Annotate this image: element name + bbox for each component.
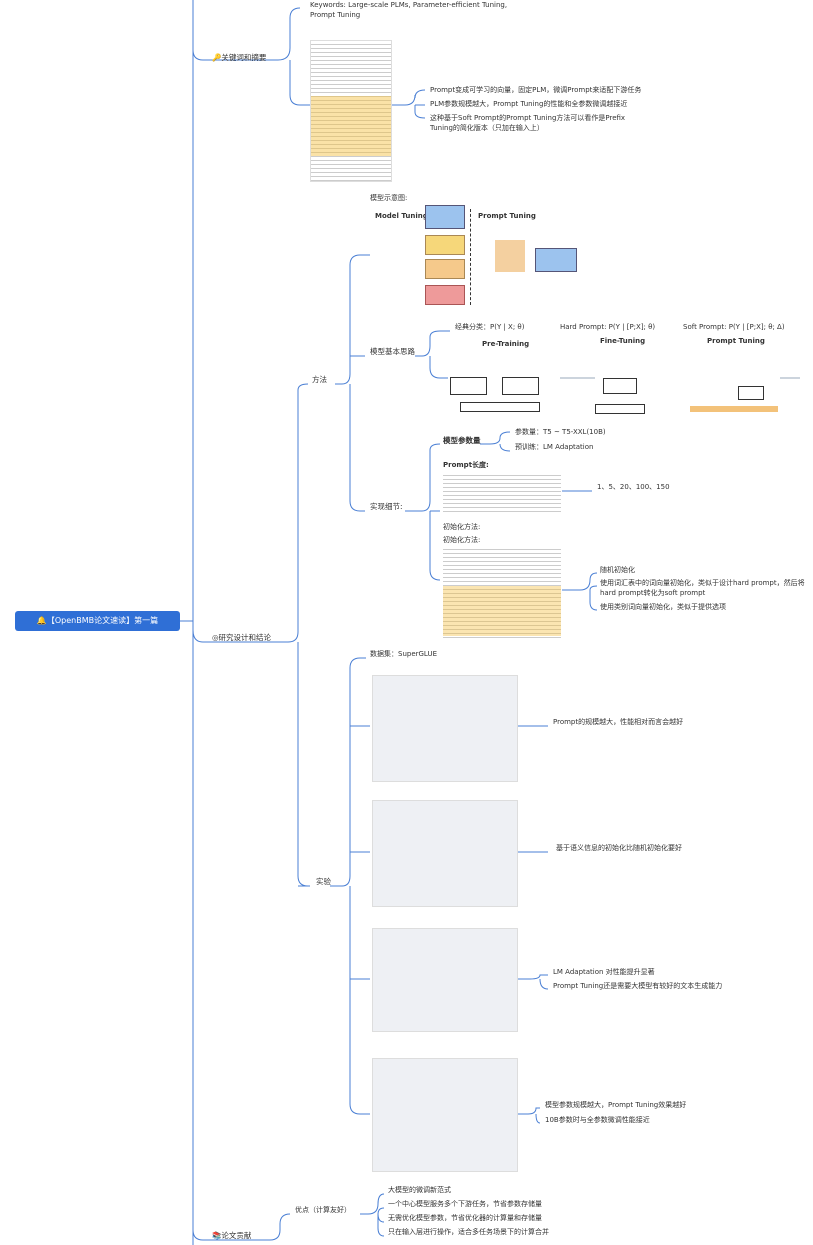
formula: Hard Prompt: P(Y | [P;X]; θ) <box>560 323 656 331</box>
node[interactable]: 实验 <box>316 877 331 886</box>
box <box>595 404 645 414</box>
edge <box>518 725 549 1124</box>
box <box>460 402 540 412</box>
pretraining-figure <box>450 362 540 412</box>
box <box>425 259 465 279</box>
dataset: 数据集：SuperGLUE <box>370 650 438 658</box>
highlight <box>311 96 391 156</box>
init-item: 随机初始化 <box>600 566 635 574</box>
node-label: 初始化方法: <box>443 523 481 531</box>
formula: 经典分类：P(Y | X; θ) <box>455 323 525 331</box>
node[interactable]: 实现细节: <box>370 502 403 511</box>
box <box>690 406 778 412</box>
stage-title: Fine-Tuning <box>600 337 646 345</box>
root-label: 【OpenBMB论文速读】第一篇 <box>46 616 159 625</box>
text-excerpt <box>443 472 561 512</box>
branch-label: 关键词和摘要 <box>221 53 267 62</box>
branch-label: 论文贡献 <box>221 1231 252 1240</box>
node-label: 优点（计算友好） <box>295 1206 351 1214</box>
edge <box>415 330 450 379</box>
chart-image <box>372 1058 518 1172</box>
root-node[interactable]: 🔔【OpenBMB论文速读】第一篇 <box>15 611 180 631</box>
finding: LM Adaptation 对性能提升显著 <box>553 968 655 976</box>
box <box>502 377 539 395</box>
edge <box>269 1193 385 1241</box>
figure-title: Prompt Tuning <box>478 212 536 220</box>
edge <box>405 443 441 581</box>
init-item: 使用词汇表中的词向量初始化，类似于设计hard prompt，然后将hard p… <box>600 579 805 597</box>
box <box>495 240 525 272</box>
branch-label: 研究设计和结论 <box>218 633 272 642</box>
box <box>603 378 637 394</box>
edge <box>277 7 310 106</box>
finding: 10B参数时与全参数微调性能接近 <box>545 1116 650 1124</box>
finding: Prompt的规模越大，性能相对而言会越好 <box>553 718 684 726</box>
edge <box>287 383 309 887</box>
box <box>425 285 465 305</box>
chart-image <box>372 675 518 782</box>
summary-item: PLM参数规模越大，Prompt Tuning的性能和全参数微调越接近 <box>430 100 628 108</box>
figure-title: Model Tuning <box>375 212 428 220</box>
pro-item: 只在输入层进行操作，适合多任务场景下的计算合并 <box>388 1228 549 1236</box>
highlight <box>443 586 561 636</box>
divider <box>470 209 471 305</box>
root-icon: 🔔 <box>36 616 47 625</box>
edge <box>192 629 288 643</box>
chart-image <box>372 928 518 1032</box>
node-label: 模型示意图: <box>370 194 408 202</box>
pro-item: 一个中心模型服务多个下游任务，节省参数存储量 <box>388 1200 542 1208</box>
box <box>738 386 764 400</box>
box <box>425 235 465 255</box>
diagram-image: Model Tuning Prompt Tuning <box>370 205 585 305</box>
node-label: 初始化方法: <box>443 536 481 544</box>
box <box>425 205 465 229</box>
param-item: 预训练：LM Adaptation <box>515 443 594 451</box>
branch[interactable]: ◎研究设计和结论 <box>212 633 272 642</box>
keywords-text: Keywords: Large-scale PLMs, Parameter-ef… <box>310 1 508 19</box>
abstract-image <box>310 40 392 182</box>
node[interactable]: 方法 <box>312 375 327 384</box>
summary-item: 这种基于Soft Prompt的Prompt Tuning方法可以看作是Pref… <box>430 114 626 132</box>
finding: 基于语义信息的初始化比随机初始化要好 <box>556 844 682 852</box>
edge <box>480 431 511 452</box>
summary-item: Prompt变成可学习的向量，固定PLM，微调Prompt来适配下游任务 <box>430 86 642 94</box>
finetuning-figure <box>595 348 645 414</box>
value-text: 1、5、20、100、150 <box>597 483 670 491</box>
stage-title: Pre-Training <box>482 340 530 348</box>
node-label: Prompt长度: <box>443 461 489 469</box>
stage-title: Prompt Tuning <box>707 337 765 345</box>
edge <box>562 572 598 611</box>
param-item: 参数量：T5 ~ T5-XXL(10B) <box>515 428 606 436</box>
node[interactable]: 模型参数量 <box>443 436 481 445</box>
pro-item: 大模型的微调新范式 <box>388 1186 451 1194</box>
text-excerpt <box>443 546 561 640</box>
edge <box>192 49 278 61</box>
box <box>450 377 487 395</box>
branch[interactable]: 🔑关键词和摘要 <box>212 53 267 62</box>
prompttuning-figure <box>690 348 780 414</box>
pro-item: 无需优化模型参数，节省优化器的计算量和存储量 <box>388 1214 542 1222</box>
formula: Soft Prompt: P(Y | [P;X]; θ; Δ) <box>683 323 785 331</box>
branch[interactable]: 📚论文贡献 <box>212 1231 252 1240</box>
edge <box>192 1229 270 1241</box>
chart-image <box>372 800 518 907</box>
finding: 模型参数规模越大，Prompt Tuning效果越好 <box>545 1101 687 1109</box>
finding: Prompt Tuning还是需要大模型有较好的文本生成能力 <box>553 982 723 990</box>
edge <box>298 657 370 1115</box>
box <box>535 248 577 272</box>
init-item: 使用类别词向量初始化，类似于提供选项 <box>600 603 726 611</box>
edge <box>335 254 370 512</box>
edge <box>392 89 426 119</box>
node[interactable]: 模型基本思路 <box>370 347 415 356</box>
